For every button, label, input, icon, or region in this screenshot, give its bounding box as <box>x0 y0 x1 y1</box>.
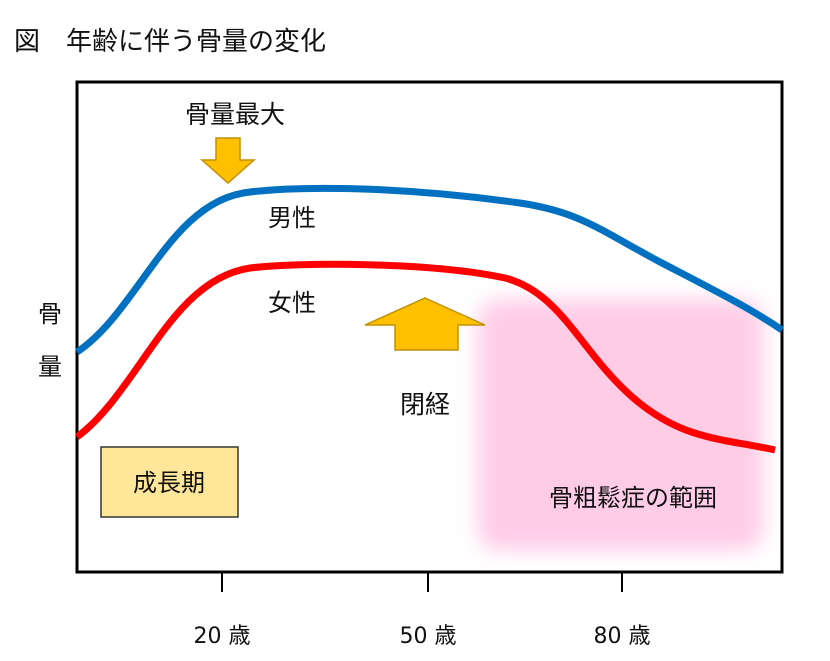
growth-period-label: 成長期 <box>133 469 205 497</box>
x-tick-label: 50 歳 <box>400 624 457 649</box>
up-arrow-icon <box>364 297 486 351</box>
osteoporosis-region <box>478 300 763 550</box>
x-ticks <box>221 572 623 592</box>
down-arrow-icon <box>200 137 256 185</box>
series-label-male: 男性 <box>268 204 316 232</box>
x-tick-label: 20 歳 <box>194 624 251 649</box>
peak-label: 骨量最大 <box>185 100 285 129</box>
x-tick-label: 80 歳 <box>594 624 651 649</box>
y-label: 骨 <box>38 300 62 328</box>
chart-title: 図 年齢に伴う骨量の変化 <box>14 27 326 57</box>
growth-period-box <box>100 446 239 518</box>
menopause-label: 閉経 <box>400 390 450 419</box>
osteoporosis-label: 骨粗鬆症の範囲 <box>549 484 717 512</box>
series-female-line <box>74 260 776 454</box>
series-label-female: 女性 <box>268 289 316 317</box>
series-male-line <box>75 184 784 355</box>
y-label: 量 <box>38 353 62 381</box>
